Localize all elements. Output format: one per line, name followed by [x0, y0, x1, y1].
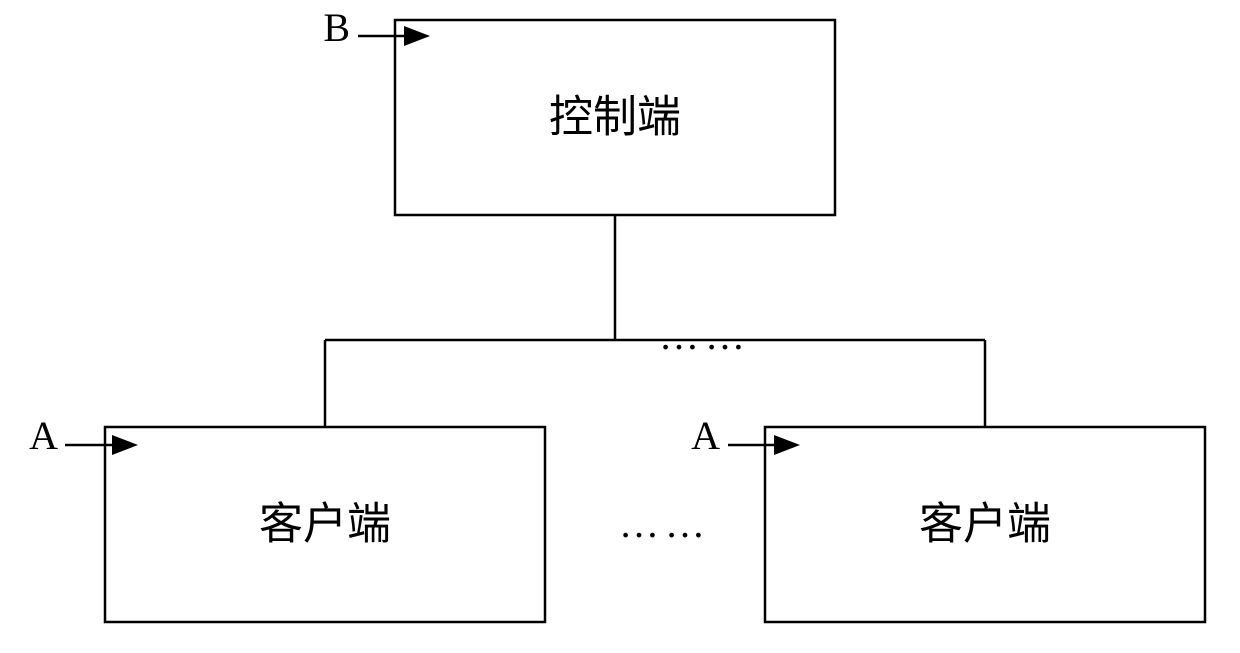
ellipsis-mid: …… — [659, 313, 751, 358]
arrow-icon — [65, 435, 138, 455]
pointer-a-1-label: A — [29, 413, 58, 458]
node-client-2-label: 客户端 — [919, 500, 1051, 549]
node-control-label: 控制端 — [549, 93, 681, 142]
node-client-1-label: 客户端 — [259, 500, 391, 549]
pointer-a-1: A — [29, 413, 138, 458]
ellipsis-bottom: …… — [619, 501, 711, 546]
node-client-2: 客户端 — [765, 427, 1205, 622]
pointer-a-2: A — [691, 413, 800, 458]
node-client-1: 客户端 — [105, 427, 545, 622]
diagram-canvas: 控制端 客户端 客户端 …… …… B A A — [0, 0, 1240, 653]
pointer-a-2-label: A — [691, 413, 720, 458]
pointer-b: B — [323, 5, 430, 50]
pointer-b-label: B — [323, 5, 350, 50]
node-control: 控制端 — [395, 20, 835, 215]
